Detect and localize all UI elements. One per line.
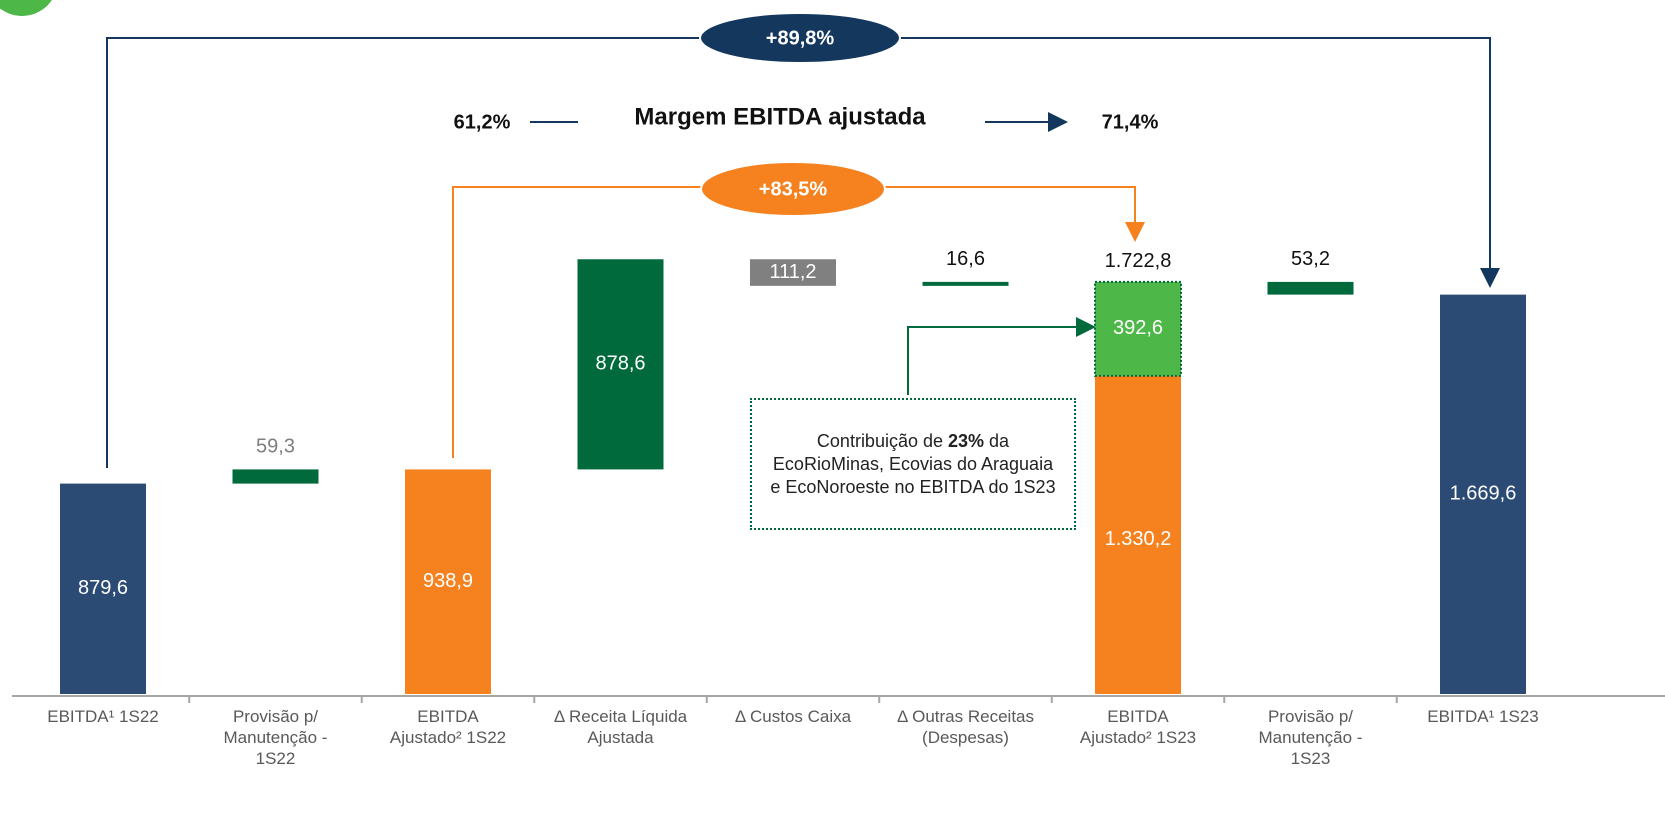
x-tick-label: EBITDA¹ 1S23 — [1427, 707, 1539, 726]
bar — [922, 281, 1009, 286]
x-tick-label: Δ Receita Líquida Ajustada — [553, 707, 688, 747]
x-tick-label: Provisão p/ Manutenção - 1S22 — [223, 707, 328, 768]
value-label: 1.722,8 — [1105, 250, 1172, 272]
value-label: 1.669,6 — [1450, 483, 1517, 505]
note-text: Contribuição de 23% da EcoRioMinas, Ecov… — [766, 430, 1060, 499]
bar — [405, 469, 491, 694]
value-label: 879,6 — [78, 577, 128, 599]
corner-badge — [0, 0, 52, 16]
note-arrow — [907, 317, 1096, 395]
value-label: 53,2 — [1291, 248, 1330, 270]
bar — [1440, 294, 1526, 694]
value-label: 59,3 — [256, 436, 295, 458]
x-tick-label: Δ Outras Receitas (Despesas) — [896, 707, 1035, 747]
value-label: 938,9 — [423, 570, 473, 592]
margin-end: 71,4% — [1102, 111, 1159, 133]
bar-segment — [1095, 375, 1181, 694]
value-label: 111,2 — [769, 261, 816, 283]
segment-label: 1.330,2 — [1105, 528, 1172, 550]
x-tick-label: Provisão p/ Manutenção - 1S23 — [1258, 707, 1363, 768]
x-tick-label: EBITDA Ajustado² 1S22 — [389, 707, 507, 747]
margin-start: 61,2% — [454, 111, 511, 133]
adjusted-growth-badge — [700, 161, 886, 217]
bar — [577, 259, 664, 470]
x-tick-label: EBITDA Ajustado² 1S23 — [1079, 707, 1197, 747]
value-label: 878,6 — [595, 353, 645, 375]
bar — [232, 469, 319, 484]
note-part: da EcoRioMinas, Ecovias do Araguaia e Ec… — [770, 430, 1056, 497]
total-growth: +89,8% — [766, 27, 835, 49]
margin-title: Margem EBITDA ajustada — [634, 103, 926, 130]
bar — [750, 259, 836, 286]
adjusted-growth: +83,5% — [759, 178, 828, 200]
x-tick-label: EBITDA¹ 1S22 — [47, 707, 159, 726]
bar — [1267, 281, 1354, 295]
value-label: 16,6 — [946, 248, 985, 270]
total-growth-badge — [699, 12, 901, 64]
x-tick-label: Δ Custos Caixa — [734, 707, 852, 726]
bar — [60, 483, 146, 694]
note-bold: 23% — [948, 430, 985, 451]
segment-label: 392,6 — [1113, 317, 1163, 339]
bar-segment — [1094, 280, 1182, 377]
note-part: Contribuição de — [816, 430, 949, 451]
note-box: Contribuição de 23% da EcoRioMinas, Ecov… — [750, 398, 1076, 530]
